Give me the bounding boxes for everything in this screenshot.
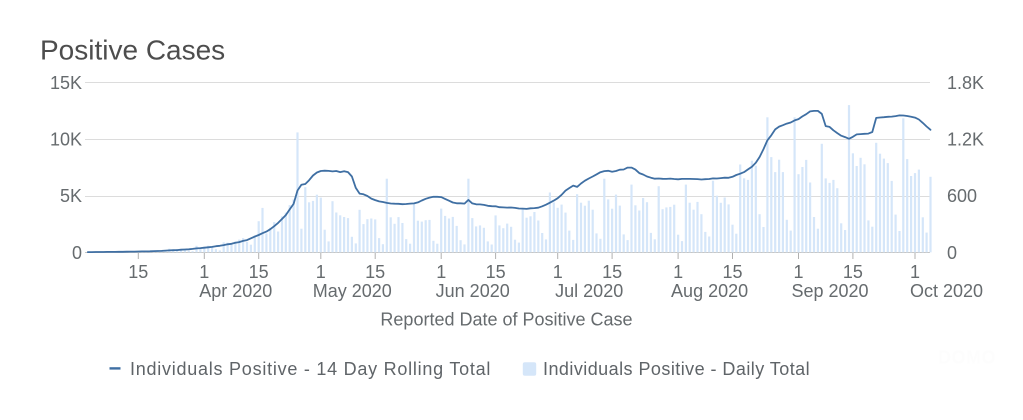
svg-text:Oct 2020: Oct 2020 [910, 281, 983, 301]
svg-text:Jul 2020: Jul 2020 [555, 281, 623, 301]
svg-text:0: 0 [72, 243, 82, 263]
svg-text:1.2K: 1.2K [947, 130, 984, 150]
svg-text:10K: 10K [50, 130, 82, 150]
svg-text:Apr 2020: Apr 2020 [199, 281, 272, 301]
svg-text:15: 15 [249, 262, 269, 282]
svg-text:600: 600 [947, 186, 977, 206]
svg-text:1: 1 [553, 262, 563, 282]
svg-text:Individuals Positive - 14 Day: Individuals Positive - 14 Day Rolling To… [130, 359, 491, 379]
svg-text:15K: 15K [50, 73, 82, 93]
svg-text:15: 15 [486, 262, 506, 282]
svg-text:1: 1 [910, 262, 920, 282]
svg-text:Sep 2020: Sep 2020 [791, 281, 868, 301]
svg-text:Positive Cases: Positive Cases [40, 35, 225, 66]
svg-text:1.8K: 1.8K [947, 73, 984, 93]
svg-text:1: 1 [436, 262, 446, 282]
svg-text:0: 0 [947, 243, 957, 263]
svg-text:15: 15 [602, 262, 622, 282]
svg-text:1: 1 [793, 262, 803, 282]
svg-text:15: 15 [128, 262, 148, 282]
svg-text:Individuals Positive - Daily T: Individuals Positive - Daily Total [543, 359, 810, 379]
svg-text:Jun 2020: Jun 2020 [436, 281, 510, 301]
svg-text:15: 15 [365, 262, 385, 282]
svg-text:DOMO: DOMO [938, 348, 996, 368]
svg-text:May 2020: May 2020 [313, 281, 392, 301]
svg-text:15: 15 [722, 262, 742, 282]
svg-text:1: 1 [316, 262, 326, 282]
svg-text:Reported Date of Positive Case: Reported Date of Positive Case [380, 310, 632, 330]
svg-text:5K: 5K [60, 186, 82, 206]
svg-text:Aug 2020: Aug 2020 [671, 281, 748, 301]
svg-text:1: 1 [199, 262, 209, 282]
svg-text:15: 15 [843, 262, 863, 282]
svg-text:1: 1 [673, 262, 683, 282]
